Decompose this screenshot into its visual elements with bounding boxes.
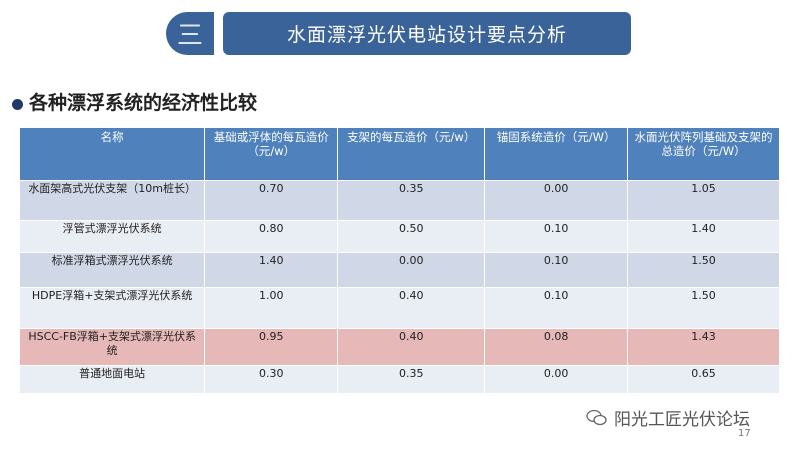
value-cell: 1.40 bbox=[204, 252, 339, 288]
section-number: 三 bbox=[166, 12, 214, 55]
value-cell: 0.00 bbox=[337, 252, 486, 288]
value-cell: 0.40 bbox=[337, 287, 486, 329]
value-cell: 0.40 bbox=[337, 328, 486, 366]
value-cell: 1.40 bbox=[627, 220, 780, 253]
value-cell: 0.95 bbox=[204, 328, 339, 366]
slide-title: 水面漂浮光伏电站设计要点分析 bbox=[223, 12, 631, 55]
table-header-row: 名称 基础或浮体的每瓦造价（元/w） 支架的每瓦造价（元/w） 锚固系统造价（元… bbox=[20, 128, 780, 181]
value-cell: 0.00 bbox=[484, 365, 629, 393]
value-cell: 1.50 bbox=[627, 252, 780, 288]
row-name-cell: HSCC-FB浮箱+支架式漂浮光伏系统 bbox=[20, 328, 206, 366]
header-cell: 支架的每瓦造价（元/w） bbox=[337, 128, 486, 181]
value-cell: 0.10 bbox=[484, 252, 629, 288]
table-row: HSCC-FB浮箱+支架式漂浮光伏系统 0.95 0.40 0.08 1.43 bbox=[20, 328, 780, 366]
subtitle-text: 各种漂浮系统的经济性比较 bbox=[29, 92, 258, 114]
row-name-cell: 浮管式漂浮光伏系统 bbox=[20, 220, 206, 253]
cost-comparison-table: 名称 基础或浮体的每瓦造价（元/w） 支架的每瓦造价（元/w） 锚固系统造价（元… bbox=[20, 128, 780, 393]
page-number: 17 bbox=[738, 428, 751, 439]
header-cell: 锚固系统造价（元/W） bbox=[484, 128, 629, 181]
header-cell: 基础或浮体的每瓦造价（元/w） bbox=[204, 128, 339, 181]
header-cell: 名称 bbox=[20, 128, 206, 181]
value-cell: 0.35 bbox=[337, 180, 486, 221]
table-row: 普通地面电站 0.30 0.35 0.00 0.65 bbox=[20, 365, 780, 393]
value-cell: 0.00 bbox=[484, 180, 629, 221]
value-cell: 1.00 bbox=[204, 287, 339, 329]
watermark: 阳光工匠光伏论坛 bbox=[586, 405, 750, 430]
value-cell: 1.50 bbox=[627, 287, 780, 329]
table-row: HDPE浮箱+支架式漂浮光伏系统 1.00 0.40 0.10 1.50 bbox=[20, 287, 780, 329]
table-row: 水面架高式光伏支架（10m桩长） 0.70 0.35 0.00 1.05 bbox=[20, 180, 780, 221]
row-name-cell: 普通地面电站 bbox=[20, 365, 206, 393]
row-name-cell: 水面架高式光伏支架（10m桩长） bbox=[20, 180, 206, 221]
value-cell: 0.30 bbox=[204, 365, 339, 393]
value-cell: 0.50 bbox=[337, 220, 486, 253]
table-row: 浮管式漂浮光伏系统 0.80 0.50 0.10 1.40 bbox=[20, 220, 780, 253]
bullet-icon bbox=[12, 98, 23, 110]
header-cell: 水面光伏阵列基础及支架的总造价（元/W） bbox=[627, 128, 780, 181]
value-cell: 0.35 bbox=[337, 365, 486, 393]
watermark-text: 阳光工匠光伏论坛 bbox=[614, 410, 750, 430]
value-cell: 0.70 bbox=[204, 180, 339, 221]
row-name-cell: HDPE浮箱+支架式漂浮光伏系统 bbox=[20, 287, 206, 329]
row-name-cell: 标准浮箱式漂浮光伏系统 bbox=[20, 252, 206, 288]
value-cell: 0.10 bbox=[484, 287, 629, 329]
value-cell: 1.05 bbox=[627, 180, 780, 221]
value-cell: 0.10 bbox=[484, 220, 629, 253]
wechat-icon bbox=[586, 409, 607, 425]
table-row: 标准浮箱式漂浮光伏系统 1.40 0.00 0.10 1.50 bbox=[20, 252, 780, 288]
value-cell: 1.43 bbox=[627, 328, 780, 366]
subtitle: 各种漂浮系统的经济性比较 bbox=[12, 88, 257, 115]
value-cell: 0.08 bbox=[484, 328, 629, 366]
value-cell: 0.80 bbox=[204, 220, 339, 253]
value-cell: 0.65 bbox=[627, 365, 780, 393]
